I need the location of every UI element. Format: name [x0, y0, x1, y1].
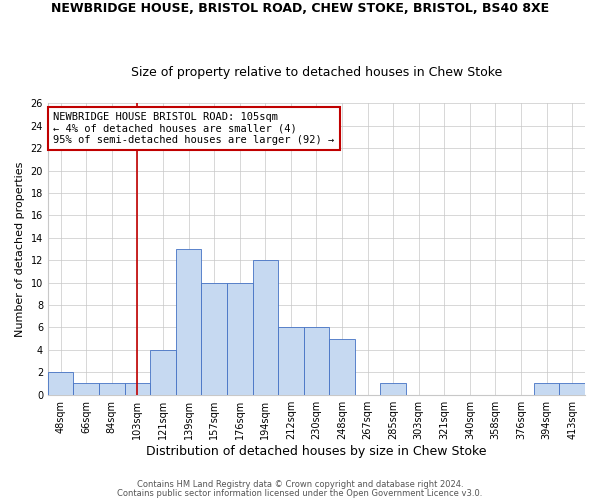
- Bar: [99, 384, 125, 394]
- Bar: [73, 384, 99, 394]
- Bar: [202, 282, 227, 395]
- X-axis label: Distribution of detached houses by size in Chew Stoke: Distribution of detached houses by size …: [146, 444, 487, 458]
- Text: NEWBRIDGE HOUSE, BRISTOL ROAD, CHEW STOKE, BRISTOL, BS40 8XE: NEWBRIDGE HOUSE, BRISTOL ROAD, CHEW STOK…: [51, 2, 549, 16]
- Bar: [150, 350, 176, 395]
- Text: Contains HM Land Registry data © Crown copyright and database right 2024.: Contains HM Land Registry data © Crown c…: [137, 480, 463, 489]
- Bar: [534, 384, 559, 394]
- Text: Contains public sector information licensed under the Open Government Licence v3: Contains public sector information licen…: [118, 488, 482, 498]
- Bar: [380, 384, 406, 394]
- Bar: [278, 328, 304, 394]
- Bar: [176, 249, 202, 394]
- Bar: [48, 372, 73, 394]
- Bar: [253, 260, 278, 394]
- Bar: [304, 328, 329, 394]
- Y-axis label: Number of detached properties: Number of detached properties: [15, 162, 25, 336]
- Text: NEWBRIDGE HOUSE BRISTOL ROAD: 105sqm
← 4% of detached houses are smaller (4)
95%: NEWBRIDGE HOUSE BRISTOL ROAD: 105sqm ← 4…: [53, 112, 335, 145]
- Title: Size of property relative to detached houses in Chew Stoke: Size of property relative to detached ho…: [131, 66, 502, 78]
- Bar: [329, 338, 355, 394]
- Bar: [125, 384, 150, 394]
- Bar: [227, 282, 253, 395]
- Bar: [559, 384, 585, 394]
